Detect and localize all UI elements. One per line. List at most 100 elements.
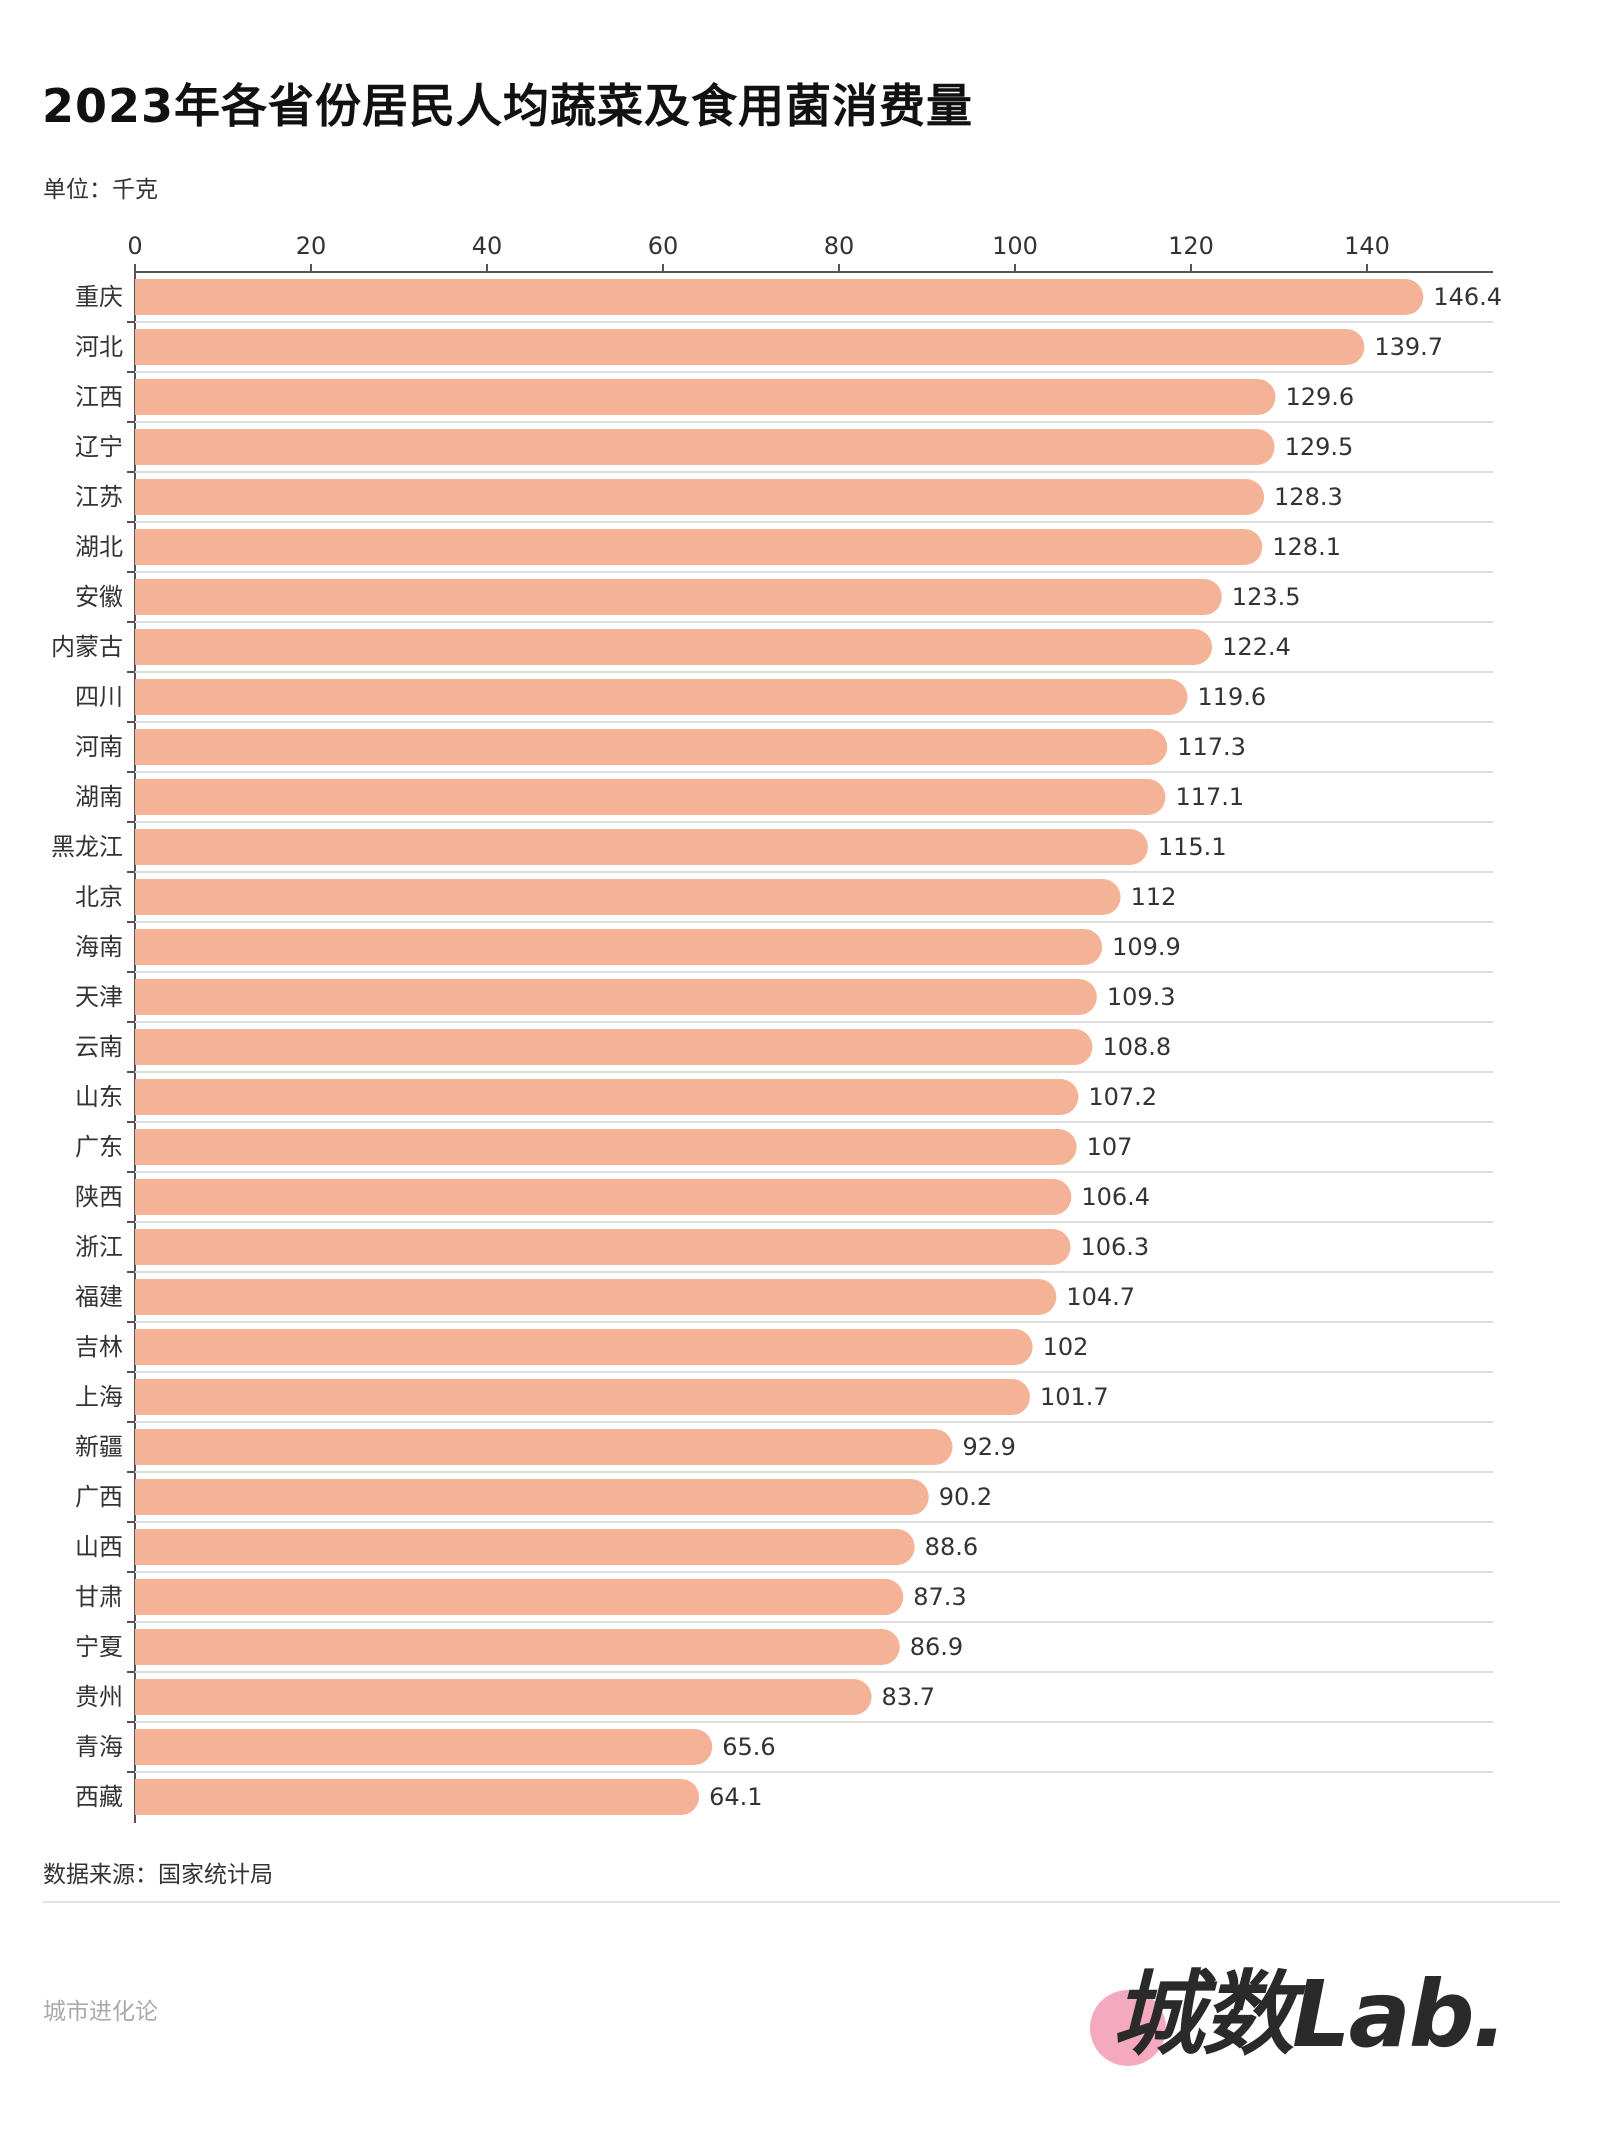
bar <box>135 1729 713 1765</box>
category-label: 河北 <box>75 333 123 361</box>
unit-label: 单位：千克 <box>43 177 158 203</box>
value-label: 129.5 <box>1285 433 1354 461</box>
value-label: 88.6 <box>925 1533 978 1561</box>
category-label: 江苏 <box>75 483 123 511</box>
category-label: 辽宁 <box>75 433 123 461</box>
category-label: 山东 <box>75 1083 123 1111</box>
value-label: 128.3 <box>1274 483 1343 511</box>
x-tick-label: 20 <box>296 232 327 260</box>
bar <box>135 1279 1057 1315</box>
value-label: 65.6 <box>722 1733 775 1761</box>
x-tick-label: 40 <box>472 232 503 260</box>
bar <box>135 1629 900 1665</box>
bar <box>135 629 1213 665</box>
bar <box>135 279 1424 315</box>
value-label: 107.2 <box>1088 1083 1157 1111</box>
value-label: 109.9 <box>1112 933 1181 961</box>
bar <box>135 1329 1033 1365</box>
category-label: 广西 <box>75 1483 123 1511</box>
bar <box>135 429 1275 465</box>
value-label: 117.3 <box>1177 733 1246 761</box>
value-label: 146.4 <box>1433 283 1502 311</box>
bar <box>135 379 1276 415</box>
footer-divider <box>43 1901 1560 1903</box>
x-tick-label: 120 <box>1168 232 1214 260</box>
category-label: 甘肃 <box>75 1583 123 1611</box>
category-label: 北京 <box>75 883 123 911</box>
category-label: 广东 <box>75 1133 123 1161</box>
category-label: 四川 <box>75 683 123 711</box>
category-label: 浙江 <box>75 1233 123 1261</box>
x-tick-label: 140 <box>1344 232 1390 260</box>
value-label: 64.1 <box>709 1783 762 1811</box>
value-label: 117.1 <box>1175 783 1244 811</box>
logo-text: 城数Lab. <box>1112 1961 1508 2068</box>
x-tick-label: 100 <box>992 232 1038 260</box>
bar <box>135 1479 929 1515</box>
logo: 城数Lab. <box>1090 1940 1570 2080</box>
category-label: 陕西 <box>75 1183 123 1211</box>
category-label: 湖北 <box>75 533 123 561</box>
bar <box>135 829 1148 865</box>
bar <box>135 1679 872 1715</box>
category-label: 云南 <box>75 1033 123 1061</box>
category-label: 安徽 <box>75 583 123 611</box>
logo-dot-icon <box>1090 1990 1166 2066</box>
bar <box>135 679 1188 715</box>
category-label: 河南 <box>75 733 123 761</box>
bar <box>135 1779 700 1815</box>
bar <box>135 529 1263 565</box>
bar <box>135 479 1265 515</box>
bar <box>135 579 1222 615</box>
value-label: 86.9 <box>910 1633 963 1661</box>
value-label: 109.3 <box>1107 983 1176 1011</box>
value-label: 106.4 <box>1081 1183 1150 1211</box>
value-label: 119.6 <box>1197 683 1266 711</box>
category-label: 福建 <box>75 1283 123 1311</box>
category-label: 内蒙古 <box>51 633 123 661</box>
value-label: 87.3 <box>913 1583 966 1611</box>
value-label: 122.4 <box>1222 633 1291 661</box>
x-tick-label: 60 <box>648 232 679 260</box>
bar <box>135 1379 1030 1415</box>
value-label: 112 <box>1131 883 1177 911</box>
value-label: 90.2 <box>939 1483 992 1511</box>
category-label: 新疆 <box>75 1433 123 1461</box>
chart-title: 2023年各省份居民人均蔬菜及食用菌消费量 <box>42 79 974 133</box>
value-label: 128.1 <box>1272 533 1341 561</box>
value-label: 101.7 <box>1040 1383 1109 1411</box>
category-label: 海南 <box>75 933 123 961</box>
value-label: 123.5 <box>1232 583 1301 611</box>
bar <box>135 879 1121 915</box>
bar <box>135 979 1097 1015</box>
category-label: 西藏 <box>75 1783 123 1811</box>
category-label: 江西 <box>75 383 123 411</box>
category-label: 重庆 <box>75 283 123 311</box>
value-label: 92.9 <box>963 1433 1016 1461</box>
value-label: 102 <box>1043 1333 1089 1361</box>
category-label: 宁夏 <box>75 1633 123 1661</box>
bar <box>135 1229 1071 1265</box>
brand-name: 城市进化论 <box>43 1999 158 2025</box>
category-label: 黑龙江 <box>51 833 123 861</box>
bar <box>135 929 1103 965</box>
bar <box>135 1129 1077 1165</box>
category-label: 天津 <box>75 983 123 1011</box>
value-label: 129.6 <box>1285 383 1354 411</box>
category-label: 山西 <box>75 1533 123 1561</box>
category-label: 青海 <box>75 1733 123 1761</box>
bar <box>135 1179 1072 1215</box>
value-label: 83.7 <box>882 1683 935 1711</box>
value-label: 106.3 <box>1080 1233 1149 1261</box>
bar <box>135 1529 915 1565</box>
bar-chart: 0 20 40 60 80 100 120 140 重庆 146.4 河北 139.7 江西 129.6 辽… <box>51 232 1502 1823</box>
bar <box>135 729 1168 765</box>
category-label: 吉林 <box>75 1333 123 1361</box>
value-label: 115.1 <box>1158 833 1227 861</box>
bar <box>135 1579 904 1615</box>
bar <box>135 1429 953 1465</box>
x-tick-label: 0 <box>127 232 142 260</box>
bar <box>135 1079 1079 1115</box>
bar <box>135 1029 1093 1065</box>
category-label: 上海 <box>75 1383 123 1411</box>
